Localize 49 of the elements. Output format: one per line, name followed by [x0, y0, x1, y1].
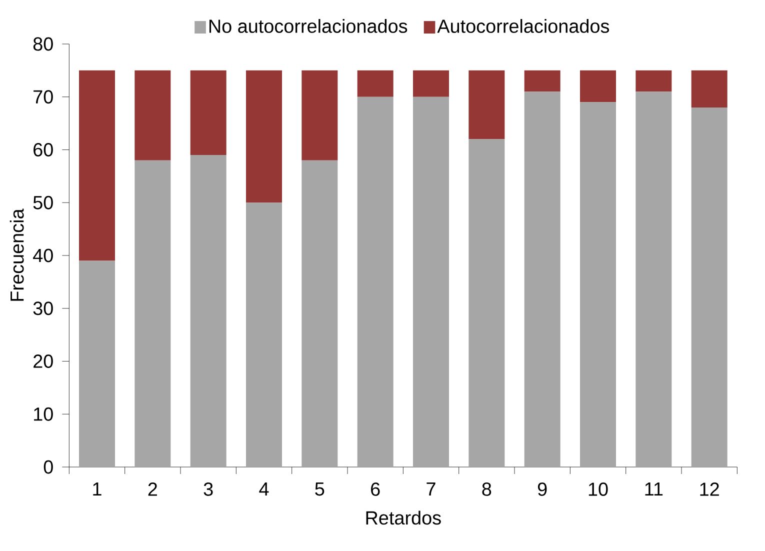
bar [580, 70, 616, 102]
x-tick-label: 1 [93, 482, 102, 496]
bar [302, 70, 338, 160]
y-tick-label: 60 [34, 143, 53, 156]
legend-label: Autocorrelacionados [437, 19, 610, 33]
bar [691, 70, 728, 108]
bar [468, 139, 505, 467]
y-tick-label: 70 [34, 90, 53, 104]
y-axis-title: Frecuencia [10, 208, 24, 301]
y-tick-label: 0 [44, 460, 53, 474]
y-tick-label: 20 [34, 354, 53, 368]
x-axis-title: Retardos [366, 510, 441, 525]
y-tick-label: 30 [33, 302, 53, 316]
x-tick-label: 8 [482, 482, 492, 496]
bar [190, 155, 226, 467]
y-tick-label: 40 [33, 248, 53, 262]
y-tick-label: 80 [33, 37, 53, 51]
bar [79, 260, 115, 467]
bar [357, 70, 394, 97]
bar [246, 70, 282, 203]
bar [246, 202, 282, 467]
x-tick-label: 6 [371, 482, 380, 496]
legend-label: No autocorrelacionados [209, 19, 408, 33]
bar [302, 160, 338, 467]
x-tick-label: 10 [588, 482, 608, 496]
x-tick-label: 7 [426, 482, 436, 496]
x-tick-label: 4 [259, 482, 269, 496]
x-tick-label: 11 [645, 482, 663, 496]
bar [413, 96, 450, 467]
bar [134, 160, 171, 467]
bar [691, 107, 728, 467]
bar [524, 92, 560, 467]
bar [134, 70, 171, 160]
bar [580, 102, 616, 467]
bar [636, 70, 672, 92]
bar [468, 70, 505, 140]
bar [357, 96, 394, 467]
x-tick-label: 3 [204, 482, 213, 496]
bar [190, 70, 226, 156]
x-tick-label: 12 [700, 482, 719, 496]
bar [636, 92, 672, 467]
x-tick-label: 9 [538, 482, 547, 496]
x-tick-label: 5 [315, 482, 324, 496]
bar [413, 70, 450, 97]
y-tick-label: 50 [33, 196, 53, 210]
y-tick-label: 10 [34, 407, 53, 421]
x-tick-label: 2 [148, 482, 157, 496]
bar [524, 70, 560, 92]
bar [79, 70, 115, 261]
